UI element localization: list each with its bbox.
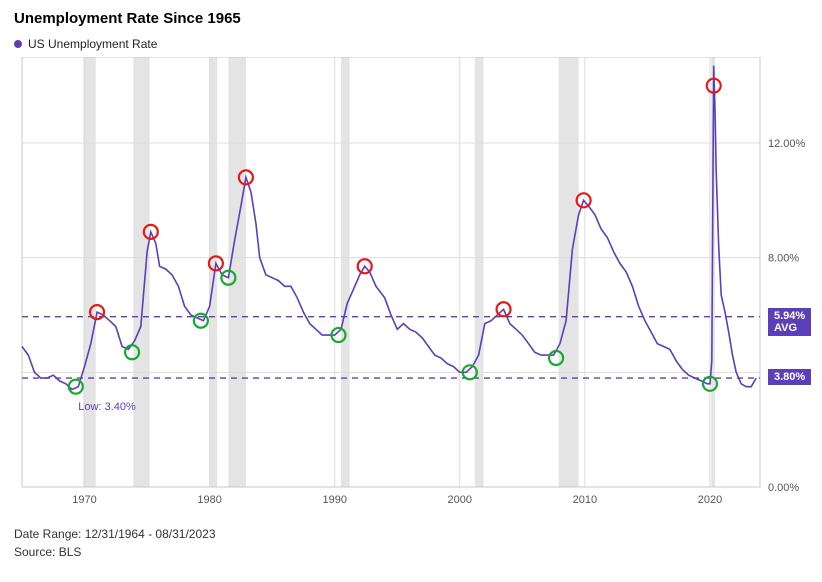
date-range-text: Date Range: 12/31/1964 - 08/31/2023 [14, 525, 808, 543]
svg-text:1990: 1990 [322, 494, 346, 506]
source-text: Source: BLS [14, 543, 808, 561]
svg-text:0.00%: 0.00% [768, 482, 799, 494]
svg-text:1970: 1970 [72, 494, 96, 506]
svg-text:2020: 2020 [698, 494, 722, 506]
legend: US Unemployment Rate [14, 37, 808, 51]
avg-badge: 5.94% AVG [768, 308, 811, 336]
line-chart-svg: 1970198019902000201020200.00%4.00%8.00%1… [14, 57, 808, 517]
low-annotation: Low: 3.40% [78, 401, 135, 413]
svg-text:2000: 2000 [448, 494, 472, 506]
legend-dot [14, 40, 22, 48]
svg-text:1980: 1980 [197, 494, 221, 506]
legend-label: US Unemployment Rate [28, 37, 157, 51]
current-value-badge: 3.80% [768, 369, 811, 385]
chart-title: Unemployment Rate Since 1965 [14, 10, 808, 27]
svg-text:12.00%: 12.00% [768, 138, 806, 150]
chart-area: 1970198019902000201020200.00%4.00%8.00%1… [14, 57, 808, 517]
svg-text:8.00%: 8.00% [768, 253, 799, 265]
svg-text:2010: 2010 [573, 494, 597, 506]
